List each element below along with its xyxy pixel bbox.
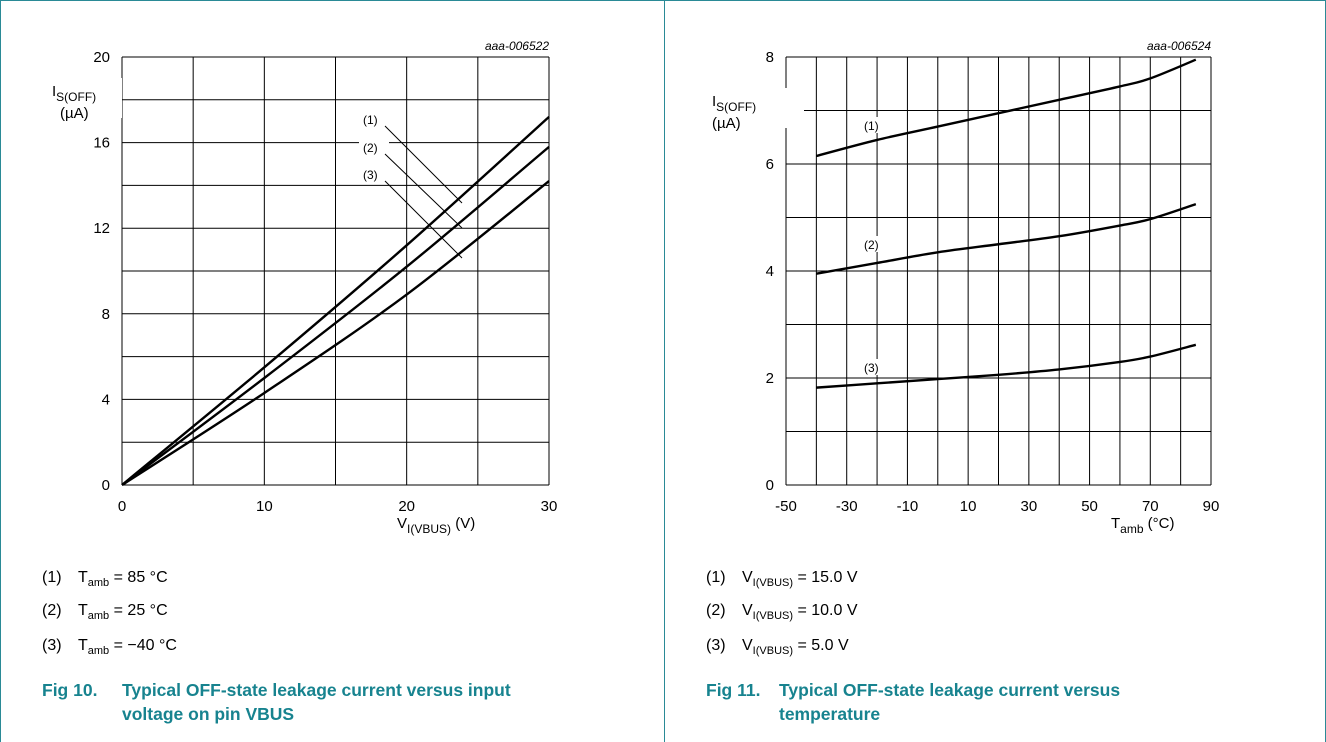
chart1-y-tick-label: 12 — [93, 220, 110, 237]
chart1-x-axis-title: VI(VBUS) (V) — [397, 515, 475, 536]
chart2-y-tick-label: 8 — [766, 49, 774, 66]
chart1-figure-code: aaa-006522 — [485, 39, 549, 53]
chart2-series-label-1: (1) — [864, 119, 879, 133]
chart2-series-label-3: (3) — [864, 361, 879, 375]
chart2-y-axis-unit: (µA) — [712, 115, 741, 132]
legend-symbol: V — [742, 637, 753, 654]
chart1-y-tick-label: 16 — [93, 135, 110, 152]
chart2-x-tick-label: 90 — [1203, 498, 1220, 515]
chart1-y-tick-label: 20 — [93, 49, 110, 66]
left-rule — [0, 0, 1, 742]
chart2-y-tick-label: 4 — [766, 263, 774, 280]
center-rule — [664, 0, 665, 742]
chart1-series-label-2: (2) — [363, 141, 378, 155]
figure-label: Fig 11. — [706, 680, 761, 700]
legend-subscript: I(VBUS) — [752, 645, 794, 658]
legend-symbol: V — [742, 602, 753, 619]
fig10-legend-item-3: (3) Tamb = −40 °C — [42, 637, 177, 657]
figure-title: Typical OFF-state leakage current versus… — [779, 678, 1120, 726]
chart2-y-tick-label: 6 — [766, 156, 774, 173]
legend-number: (3) — [42, 637, 62, 654]
chart1-y-tick-label: 8 — [102, 306, 110, 323]
fig10-legend-item-1: (1) Tamb = 85 °C — [42, 569, 168, 589]
chart2-x-tick-label: 50 — [1081, 498, 1098, 515]
chart2-series-label-mask — [860, 236, 890, 252]
chart2-x-tick-label: 70 — [1142, 498, 1159, 515]
legend-text: = 5.0 V — [793, 637, 849, 654]
figure-title-line: Typical OFF-state leakage current versus — [779, 680, 1121, 700]
chart1-y-tick-label: 0 — [102, 477, 110, 494]
legend-number: (2) — [706, 602, 726, 619]
chart1-series-label-mask — [359, 166, 389, 182]
top-rule — [0, 0, 1326, 1]
legend-text: = 10.0 V — [793, 602, 858, 619]
legend-symbol: T — [78, 569, 88, 586]
chart2-x-axis-title: Tamb (°C) — [1111, 515, 1175, 536]
fig11-legend-item-1: (1) VI(VBUS) = 15.0 V — [706, 569, 858, 589]
fig11-legend-item-2: (2) VI(VBUS) = 10.0 V — [706, 602, 858, 622]
chart2-series-line-1 — [816, 58, 1197, 158]
fig10-caption: Fig 10. Typical OFF-state leakage curren… — [42, 678, 662, 730]
legend-subscript: I(VBUS) — [752, 610, 794, 623]
chart1-y-tick-label: 4 — [102, 391, 110, 408]
chart1-x-tick-label: 10 — [256, 498, 273, 515]
chart1-y-axis-unit: (µA) — [60, 105, 89, 122]
chart1-x-tick-label: 20 — [398, 498, 415, 515]
legend-symbol: T — [78, 637, 88, 654]
chart1-series-line-2 — [121, 145, 550, 486]
chart2-x-tick-label: -50 — [775, 498, 797, 515]
chart1-series-line-3 — [121, 180, 550, 487]
chart1-series-leader-3 — [384, 180, 463, 259]
legend-number: (1) — [42, 569, 62, 586]
chart1-x-tick-label: 0 — [118, 498, 126, 515]
legend-subscript: amb — [87, 610, 110, 623]
fig11-legend-item-3: (3) VI(VBUS) = 5.0 V — [706, 637, 849, 657]
legend-number: (3) — [706, 637, 726, 654]
chart2-x-tick-label: -30 — [836, 498, 858, 515]
legend-number: (2) — [42, 602, 62, 619]
chart2-x-tick-label: -10 — [897, 498, 919, 515]
chart2-y-tick-label: 2 — [766, 370, 774, 387]
figure-title: Typical OFF-state leakage current versus… — [122, 678, 511, 726]
chart2-series-line-3 — [816, 343, 1197, 389]
chart2-series-label-2: (2) — [864, 238, 879, 252]
chart1-series-leader-2 — [384, 153, 463, 229]
chart1-series-line-1 — [121, 116, 550, 486]
figure-title-line: Typical OFF-state leakage current versus… — [122, 680, 511, 700]
chart1-x-tick-label: 30 — [541, 498, 558, 515]
legend-symbol: T — [78, 602, 88, 619]
legend-symbol: V — [742, 569, 753, 586]
legend-subscript: amb — [87, 645, 110, 658]
chart2-figure-code: aaa-006524 — [1147, 39, 1211, 53]
figure-label: Fig 10. — [42, 680, 98, 700]
chart1-label-mask — [120, 78, 122, 118]
fig10-legend-item-2: (2) Tamb = 25 °C — [42, 602, 168, 622]
chart2-x-tick-label: 30 — [1021, 498, 1038, 515]
chart1-series-label-1: (1) — [363, 113, 378, 127]
legend-text: = 25 °C — [109, 602, 168, 619]
chart2-x-tick-label: 10 — [960, 498, 977, 515]
fig11-caption: Fig 11. Typical OFF-state leakage curren… — [706, 678, 1306, 730]
chart2-y-tick-label: 0 — [766, 477, 774, 494]
legend-subscript: I(VBUS) — [752, 577, 794, 590]
chart1-series-label-mask — [359, 139, 389, 155]
legend-text: = 15.0 V — [793, 569, 858, 586]
legend-text: = 85 °C — [109, 569, 168, 586]
chart2-y-axis-title: IS(OFF) — [712, 93, 756, 114]
chart1-series-label-mask — [359, 111, 389, 127]
legend-text: = −40 °C — [109, 637, 177, 654]
chart2-series-label-mask — [860, 117, 890, 133]
chart1-y-axis-title: IS(OFF) — [52, 83, 96, 104]
figure-title-line: voltage on pin VBUS — [122, 704, 295, 724]
chart2-label-mask — [784, 88, 804, 128]
chart2-series-line-2 — [816, 202, 1197, 275]
chart2-series-label-mask — [860, 359, 890, 375]
figure-title-line: temperature — [779, 704, 881, 724]
legend-number: (1) — [706, 569, 726, 586]
chart1-series-leader-1 — [384, 125, 463, 204]
legend-subscript: amb — [87, 577, 110, 590]
chart1-series-label-3: (3) — [363, 168, 378, 182]
